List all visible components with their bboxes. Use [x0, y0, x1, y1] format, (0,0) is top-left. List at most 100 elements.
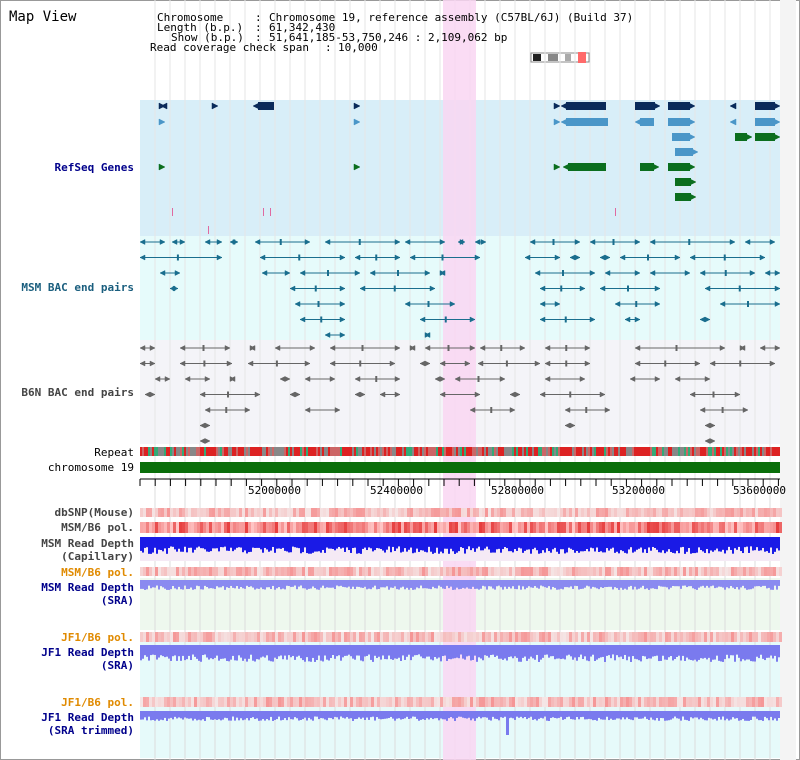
msm-pol2-density: [341, 567, 344, 576]
track-label-dbsnp[interactable]: dbSNP(Mouse): [54, 506, 134, 519]
jf1-depth-trimmed: [690, 711, 692, 718]
track-label-repeat[interactable]: Repeat: [94, 446, 134, 459]
jf1-depth-trimmed: [546, 711, 548, 721]
repeat-segment: [656, 447, 658, 456]
msm-pol2-density: [437, 567, 440, 576]
jf1-pol2-density: [614, 697, 617, 707]
repeat-segment: [664, 447, 666, 456]
track-label-msm-depth-cap-1[interactable]: MSM Read Depth: [41, 537, 134, 550]
msm-depth-sra: [766, 580, 768, 589]
jf1-depth-sra: [546, 645, 548, 655]
jf1-pol-density: [491, 632, 494, 642]
repeat-segment: [504, 447, 506, 456]
repeat-segment: [776, 447, 778, 456]
msm-pol2-density: [248, 567, 251, 576]
jf1-pol2-density: [764, 697, 767, 707]
repeat-segment: [484, 447, 486, 456]
msm-pol-density: [533, 522, 536, 533]
jf1-depth-trimmed: [576, 711, 578, 718]
msm-pol-density: [710, 522, 713, 533]
b6n-bac-end: [244, 407, 251, 413]
msm-pol2-density: [305, 567, 308, 576]
jf1-pol-density: [758, 632, 761, 642]
jf1-depth-trimmed: [560, 711, 562, 717]
jf1-depth-sra: [460, 645, 462, 655]
msm-depth-sra: [168, 580, 170, 590]
msm-pol2-density: [479, 567, 482, 576]
repeat-segment: [646, 447, 648, 456]
jf1-pol-density: [188, 632, 191, 642]
jf1-depth-trimmed: [610, 711, 612, 719]
msm-depth-sra: [436, 580, 438, 589]
track-label-chromosome[interactable]: chromosome 19: [47, 461, 134, 474]
repeat-segment: [394, 447, 396, 456]
dbsnp-density: [230, 508, 233, 517]
track-label-refseq[interactable]: RefSeq Genes: [54, 161, 134, 174]
b6n-bac-end: [424, 345, 431, 351]
dbsnp-density: [689, 508, 692, 517]
track-label-jf1-pol-2[interactable]: JF1/B6 pol.: [61, 696, 134, 709]
jf1-depth-sra: [482, 645, 484, 661]
jf1-depth-trimmed: [728, 711, 730, 721]
msm-depth-capillary: [370, 537, 372, 549]
jf1-pol-density: [713, 632, 716, 642]
jf1-depth-trimmed: [562, 711, 564, 720]
msm-depth-sra: [494, 580, 496, 590]
msm-depth-sra: [772, 580, 774, 590]
msm-pol-density: [260, 522, 263, 533]
track-label-jf1-depth-trim-1[interactable]: JF1 Read Depth: [41, 711, 134, 724]
track-label-msm-depth-sra-1[interactable]: MSM Read Depth: [41, 581, 134, 594]
msm-depth-sra: [580, 580, 582, 589]
jf1-depth-sra: [676, 645, 678, 657]
jf1-pol2-density: [278, 697, 281, 707]
track-label-b6n-bac[interactable]: B6N BAC end pairs: [21, 386, 134, 399]
repeat-segment: [382, 447, 384, 456]
msm-depth-sra: [206, 580, 208, 587]
repeat-segment: [726, 447, 728, 456]
gene-strand-arrow: [560, 102, 568, 110]
jf1-depth-trimmed: [746, 711, 748, 721]
msm-depth-sra: [568, 580, 570, 588]
msm-depth-sra: [712, 580, 714, 586]
track-label-msm-bac[interactable]: MSM BAC end pairs: [21, 281, 134, 294]
repeat-segment: [356, 447, 358, 456]
msm-pol2-density: [152, 567, 155, 576]
jf1-pol-density: [482, 632, 485, 642]
msm-depth-sra: [152, 580, 154, 588]
jf1-depth-sra: [600, 645, 602, 658]
repeat-segment: [670, 447, 672, 456]
track-label-jf1-pol-1[interactable]: JF1/B6 pol.: [61, 631, 134, 644]
msm-depth-capillary: [718, 537, 720, 552]
msm-depth-sra: [160, 580, 162, 587]
msm-pol2-density: [287, 567, 290, 576]
dbsnp-density: [683, 508, 686, 517]
jf1-pol2-density: [167, 697, 170, 707]
jf1-depth-trimmed: [578, 711, 580, 720]
jf1-pol2-density: [476, 697, 479, 707]
jf1-depth-sra: [560, 645, 562, 660]
msm-depth-capillary: [458, 537, 460, 552]
msm-depth-sra: [526, 580, 528, 588]
jf1-depth-trimmed: [424, 711, 426, 720]
track-label-msm-pol-1[interactable]: MSM/B6 pol.: [61, 521, 134, 534]
msm-depth-capillary: [778, 537, 780, 551]
track-label-msm-pol-2[interactable]: MSM/B6 pol.: [61, 566, 134, 579]
msm-depth-capillary: [330, 537, 332, 549]
jf1-pol-density: [671, 632, 674, 642]
msm-depth-sra: [428, 580, 430, 589]
msm-pol2-density: [578, 567, 581, 576]
repeat-segment: [714, 447, 716, 456]
jf1-pol-density: [389, 632, 392, 642]
msm-pol-density: [332, 522, 335, 533]
jf1-pol2-density: [317, 697, 320, 707]
repeat-segment: [280, 447, 282, 456]
chromosome-bar: [140, 462, 780, 473]
jf1-depth-sra: [474, 645, 476, 656]
msm-depth-capillary: [334, 537, 336, 551]
msm-pol2-density: [374, 567, 377, 576]
jf1-depth-sra: [152, 645, 154, 655]
msm-depth-capillary: [732, 537, 734, 554]
track-label-jf1-depth-sra-1[interactable]: JF1 Read Depth: [41, 646, 134, 659]
b6n-bac-end: [544, 376, 551, 382]
